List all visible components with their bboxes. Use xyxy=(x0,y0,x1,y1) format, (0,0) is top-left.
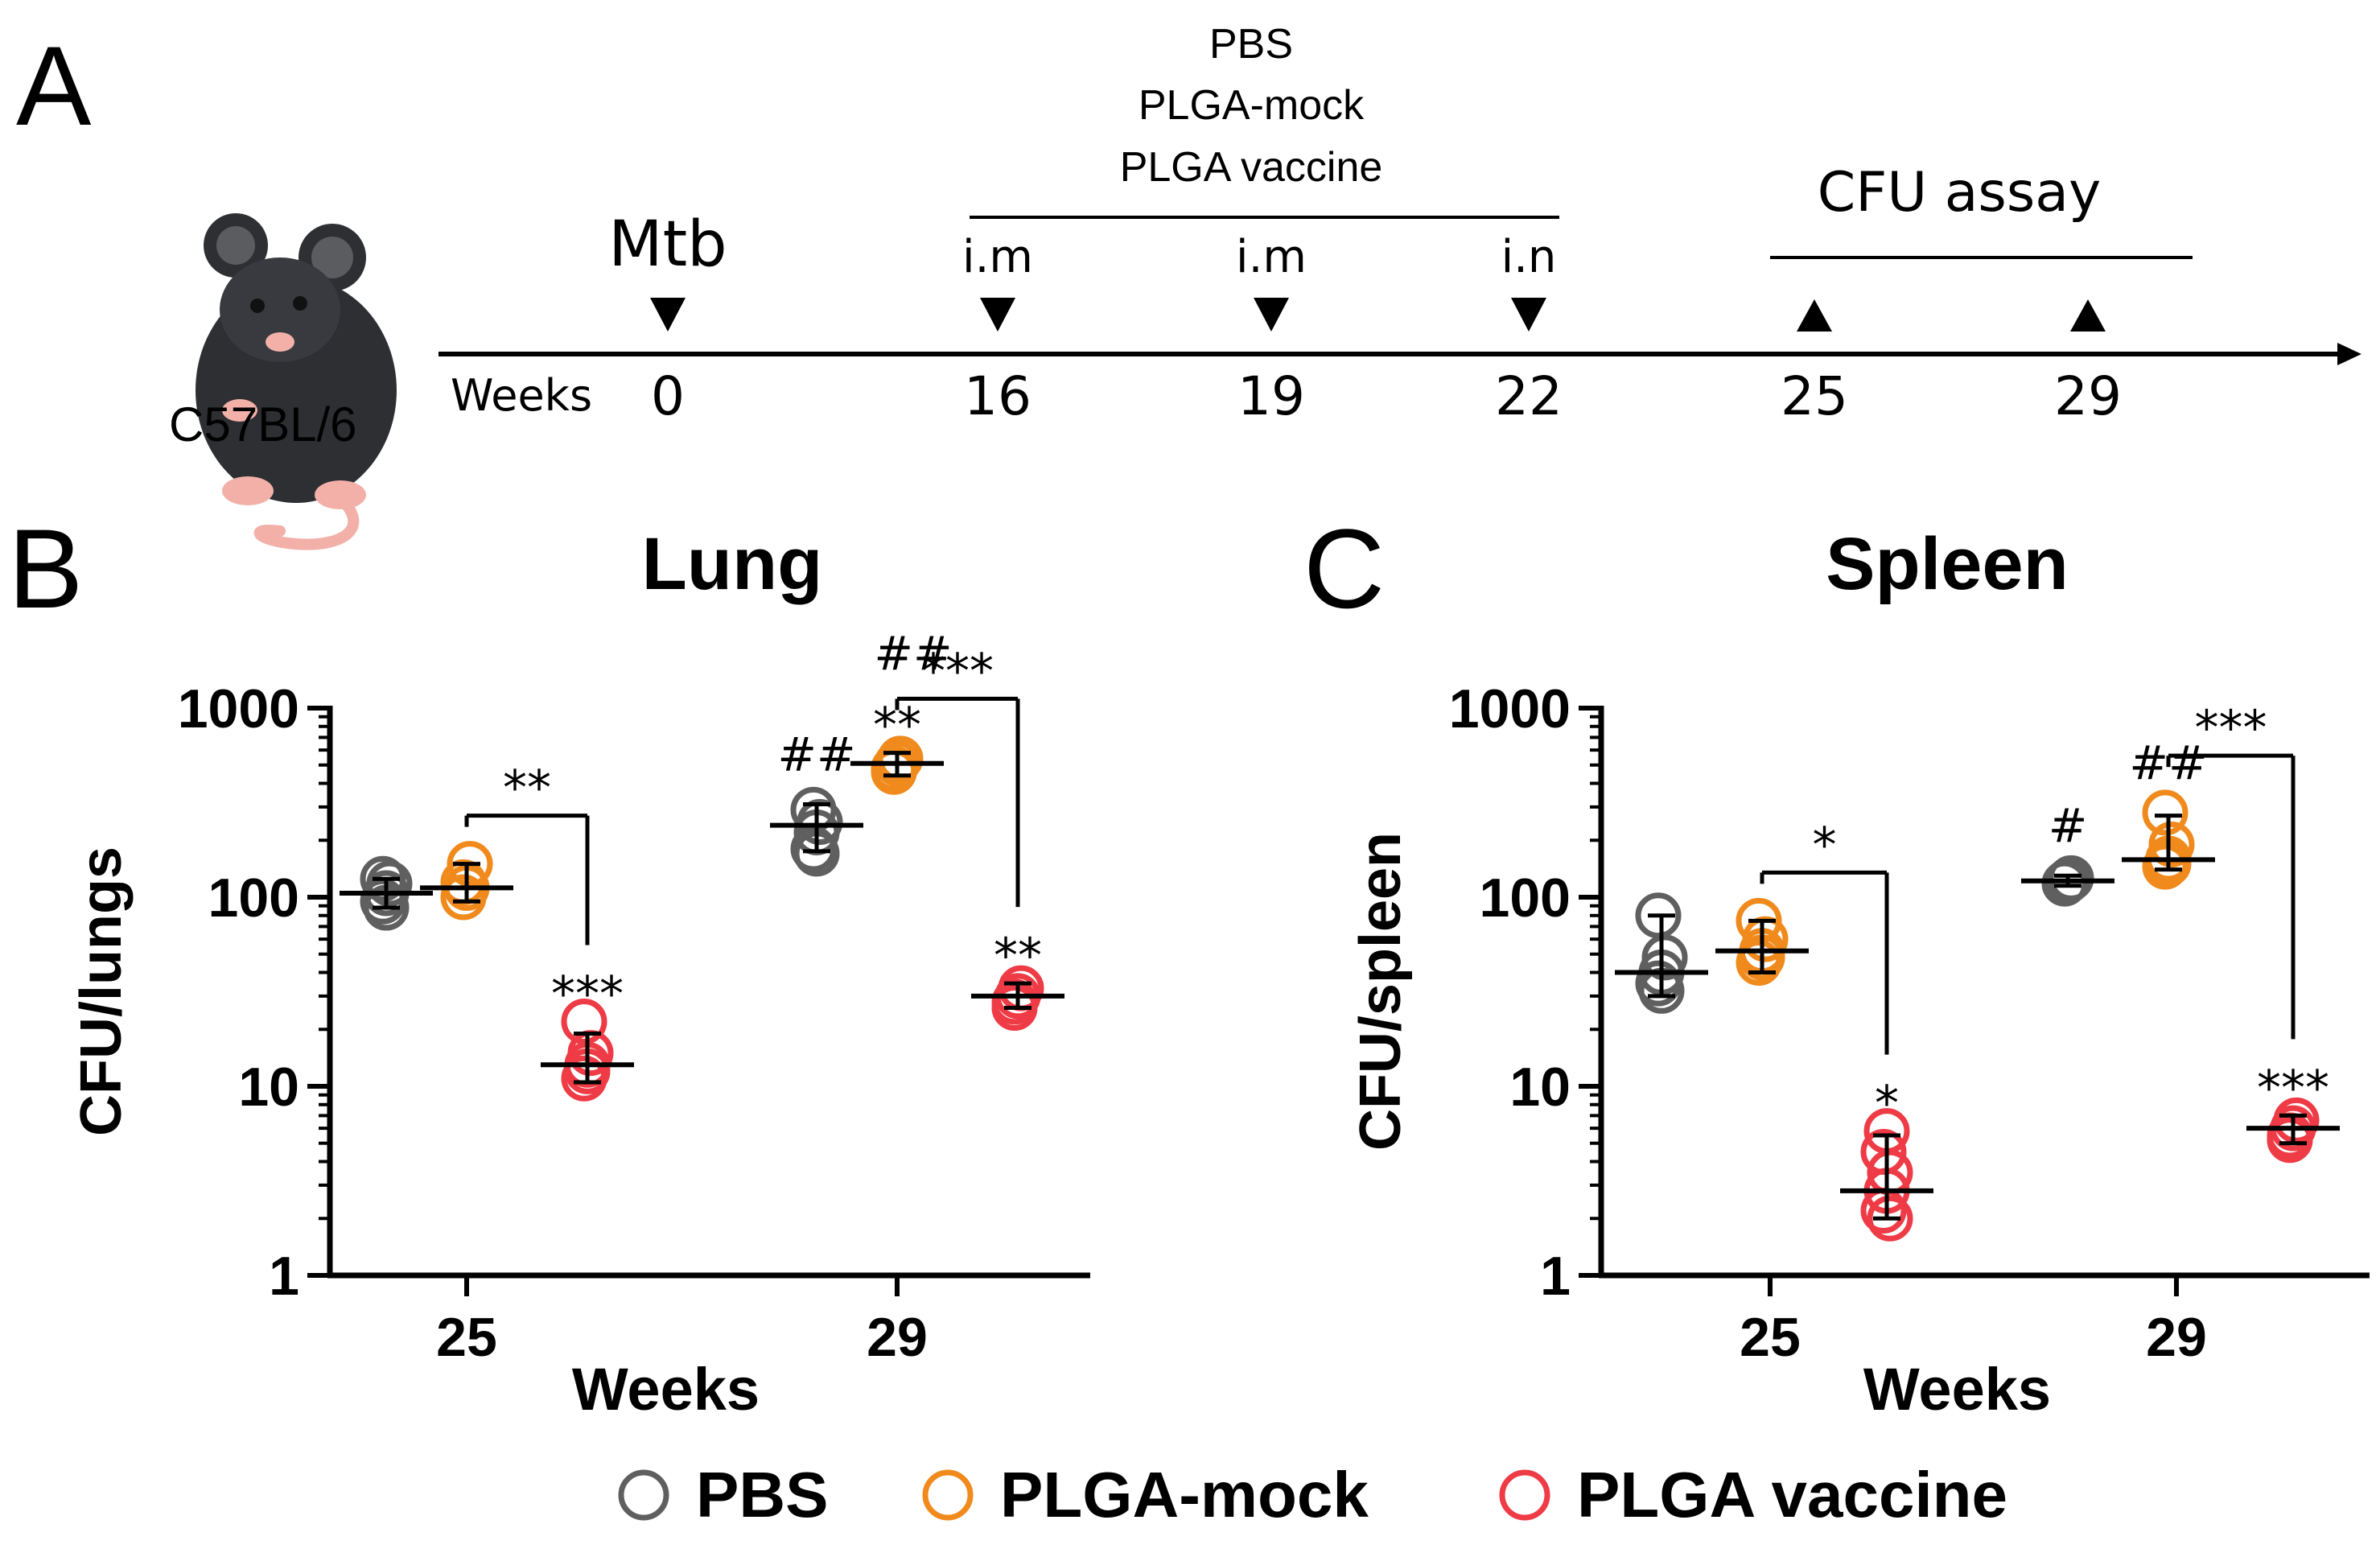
data-point-pbs xyxy=(2048,855,2094,901)
significance-mark: # xyxy=(2049,798,2088,853)
timeline-week-29: 29 xyxy=(2054,365,2122,427)
data-point-vaccine xyxy=(2267,1117,2313,1164)
timeline-week-25: 25 xyxy=(1781,365,1848,427)
data-point-vaccine xyxy=(2273,1097,2320,1143)
data-point-pbs xyxy=(360,855,406,902)
y-tick-label: 10 xyxy=(1509,1057,1571,1118)
legend-label-pbs: PBS xyxy=(696,1459,829,1530)
panel-label-b: B xyxy=(8,505,83,632)
x-tick-label: 29 xyxy=(867,1307,928,1368)
treatment-vaccine: PLGA vaccine xyxy=(1120,144,1383,191)
chart-title: Lung xyxy=(642,523,823,605)
significance-mark: ** xyxy=(994,928,1042,984)
strain-label: C57BL/6 xyxy=(169,398,357,451)
y-tick-label: 100 xyxy=(208,867,299,929)
weeks-axis-label: Weeks xyxy=(451,370,592,421)
timeline-down-marker xyxy=(650,298,686,332)
x-axis-label: Weeks xyxy=(572,1356,760,1423)
significance-mark: *** xyxy=(2257,1060,2329,1116)
data-point-pbs xyxy=(366,860,413,907)
legend-marker-mock xyxy=(922,1469,974,1521)
route-label: i.m xyxy=(962,231,1033,283)
timeline-week-0: 0 xyxy=(651,365,685,427)
x-tick-label: 25 xyxy=(436,1307,497,1368)
timeline-down-marker xyxy=(980,298,1015,332)
legend-label-mock: PLGA-mock xyxy=(1000,1459,1369,1530)
x-tick-label: 25 xyxy=(1740,1307,1801,1368)
y-tick-label: 1 xyxy=(1540,1246,1571,1307)
bracket-label: *** xyxy=(921,643,994,699)
timeline-week-19: 19 xyxy=(1237,365,1305,427)
panel-label-c: C xyxy=(1303,505,1385,632)
y-tick-label: 1000 xyxy=(178,678,299,739)
legend-marker-pbs xyxy=(618,1469,669,1521)
timeline-up-marker xyxy=(2070,299,2106,332)
y-axis-label: CFU/lungs xyxy=(69,847,134,1136)
route-label: i.m xyxy=(1236,231,1307,283)
data-point-pbs xyxy=(790,786,837,833)
data-point-vaccine xyxy=(991,984,1038,1031)
data-point-mock xyxy=(877,735,924,782)
treatment-pbs: PBS xyxy=(1209,21,1293,68)
data-point-vaccine xyxy=(561,999,607,1045)
data-point-mock xyxy=(2142,789,2189,836)
significance-mark: ## xyxy=(777,727,855,782)
data-point-mock xyxy=(2148,821,2195,867)
significance-mark: *** xyxy=(551,966,624,1023)
significance-mark: * xyxy=(1875,1076,1899,1132)
data-point-mock xyxy=(1736,897,1782,944)
data-point-vaccine xyxy=(1867,1195,1913,1242)
timeline-down-marker xyxy=(1254,298,1289,332)
y-tick-label: 100 xyxy=(1480,867,1571,929)
timeline-down-marker xyxy=(1511,298,1546,332)
timeline-panel: A C57BL/6 PBS PLGA-mock PLGA vaccine CFU… xyxy=(16,21,2361,550)
panel-label-a: A xyxy=(16,23,92,149)
bracket-label: ** xyxy=(503,760,551,817)
route-label: i.n xyxy=(1501,231,1557,283)
timeline-up-marker xyxy=(1797,299,1832,332)
treatment-mock: PLGA-mock xyxy=(1139,82,1365,129)
significance-mark: ## xyxy=(874,626,952,681)
chart-title: Spleen xyxy=(1826,523,2069,605)
timeline-week-16: 16 xyxy=(964,365,1031,427)
infection-label: Mtb xyxy=(608,208,727,281)
data-point-mock xyxy=(871,745,917,792)
x-axis-label: Weeks xyxy=(1863,1356,2051,1423)
legend: PBS PLGA-mock PLGA vaccine xyxy=(618,1459,2007,1530)
timeline-week-22: 22 xyxy=(1495,365,1563,427)
bracket-label: *** xyxy=(2195,700,2267,756)
legend-label-vaccine: PLGA vaccine xyxy=(1577,1459,2007,1530)
data-point-pbs xyxy=(1635,892,1682,939)
x-tick-label: 29 xyxy=(2146,1307,2207,1368)
y-tick-label: 1 xyxy=(269,1246,299,1307)
mouse-icon xyxy=(196,213,397,550)
y-axis-label: CFU/spleen xyxy=(1349,832,1413,1151)
y-tick-label: 1000 xyxy=(1449,678,1571,739)
data-point-vaccine xyxy=(1860,1128,1907,1175)
timeline-arrowhead xyxy=(2337,343,2361,365)
timeline-points: 0 Mtb 16 i.m 19 i.m 22 i.n 25 29 xyxy=(608,208,2122,427)
legend-marker-vaccine xyxy=(1499,1469,1550,1521)
y-tick-label: 10 xyxy=(238,1057,299,1118)
assay-label: CFU assay xyxy=(1818,161,2101,225)
bracket-label: * xyxy=(1813,817,1837,873)
